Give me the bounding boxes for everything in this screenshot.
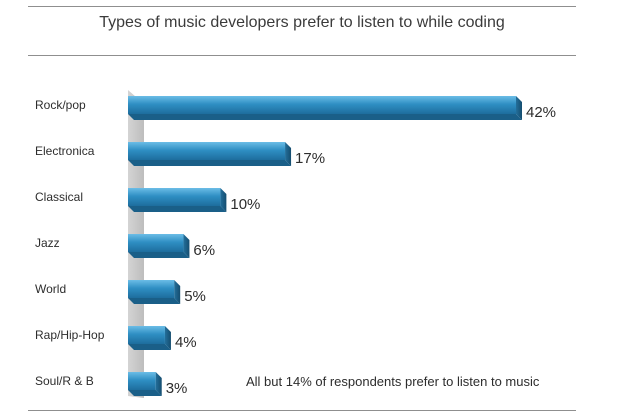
- bar: [128, 142, 286, 160]
- chart-annotation: All but 14% of respondents prefer to lis…: [246, 374, 540, 389]
- value-label: 17%: [295, 150, 325, 167]
- bar-end-cap: [164, 326, 171, 350]
- bar-bottom-face: [128, 114, 522, 120]
- value-label: 6%: [193, 242, 215, 259]
- bar-end-cap: [174, 280, 181, 304]
- title-rule: [28, 55, 576, 56]
- bar-end-cap: [183, 234, 190, 258]
- bar: [128, 280, 175, 298]
- value-label: 5%: [184, 288, 206, 305]
- category-label: World: [35, 282, 66, 296]
- bar-bottom-face: [128, 390, 162, 396]
- bar-bottom-face: [128, 298, 181, 304]
- category-label: Jazz: [35, 236, 60, 250]
- bar-bottom-face: [128, 252, 190, 258]
- bar-end-cap: [285, 142, 292, 166]
- top-rule: [28, 6, 576, 7]
- category-label: Classical: [35, 190, 83, 204]
- bar: [128, 372, 156, 390]
- bar-bottom-face: [128, 160, 292, 166]
- bar: [128, 96, 516, 114]
- bar-end-cap: [516, 96, 522, 120]
- bottom-rule: [28, 410, 576, 411]
- value-label: 4%: [175, 334, 197, 351]
- chart-title: Types of music developers prefer to list…: [99, 14, 505, 31]
- value-label: 42%: [526, 104, 556, 121]
- bar-end-cap: [155, 372, 162, 396]
- bar: [128, 326, 165, 344]
- bar-bottom-face: [128, 344, 171, 350]
- bar: [128, 234, 184, 252]
- bar: [128, 188, 221, 206]
- value-label: 10%: [230, 196, 260, 213]
- bar-end-cap: [220, 188, 227, 212]
- category-label: Rap/Hip-Hop: [35, 328, 105, 342]
- category-label: Soul/R & B: [35, 374, 94, 388]
- bar-bottom-face: [128, 206, 227, 212]
- category-label: Rock/pop: [35, 98, 86, 112]
- category-label: Electronica: [35, 144, 95, 158]
- value-label: 3%: [166, 380, 188, 397]
